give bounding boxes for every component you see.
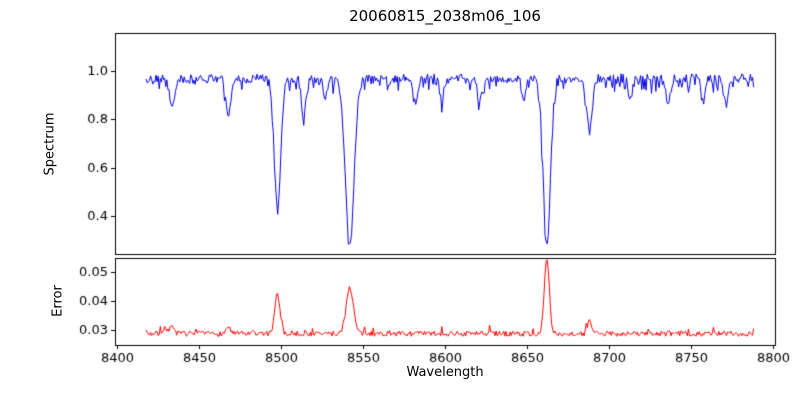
spectrum-error-plot-canvas bbox=[0, 0, 800, 400]
spectrum-figure: 20060815_2038m06_106 Spectrum Error Wave… bbox=[0, 0, 800, 400]
